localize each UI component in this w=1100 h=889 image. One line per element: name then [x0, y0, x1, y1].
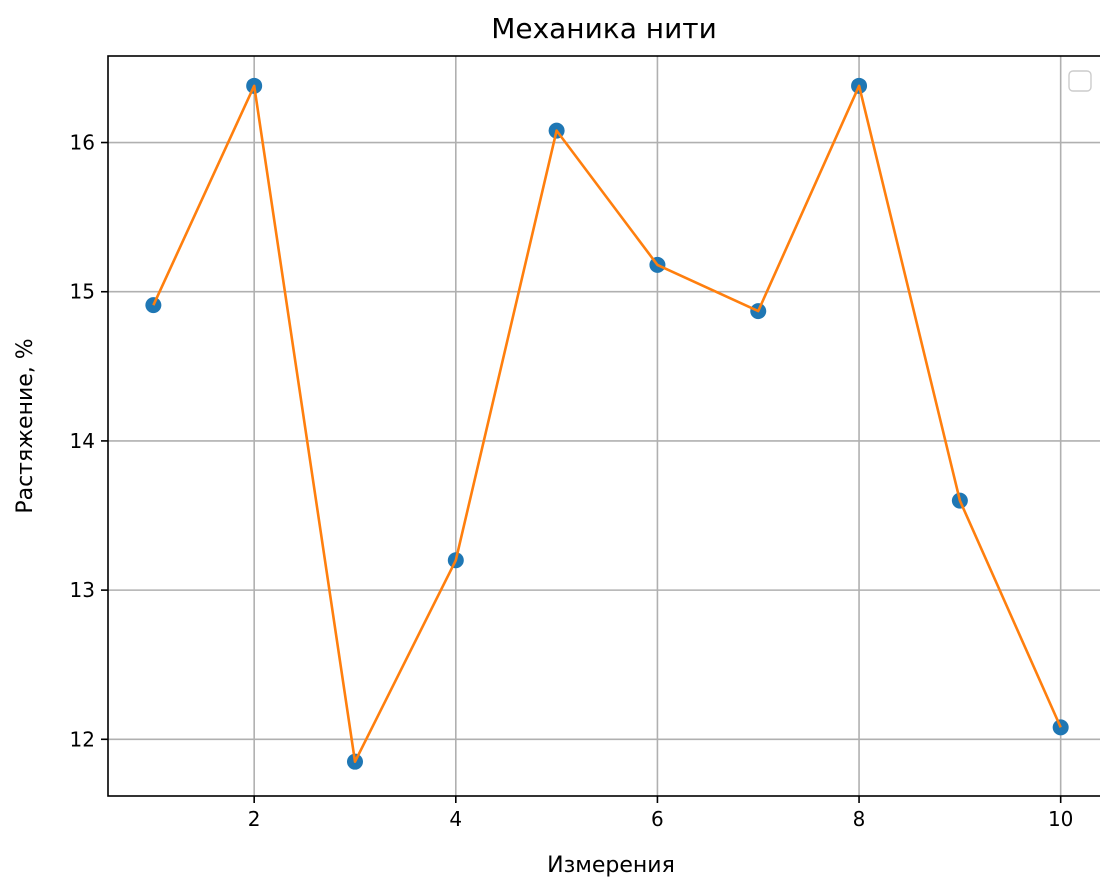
ticks: 2 4 6 8 10 12 13 14 15 16 — [70, 131, 1074, 831]
x-tick-label: 4 — [449, 807, 462, 831]
y-tick-label: 15 — [70, 280, 95, 304]
grid — [108, 56, 1100, 796]
y-tick-label: 16 — [70, 131, 95, 155]
x-tick-label: 6 — [651, 807, 664, 831]
x-axis-label: Измерения — [547, 853, 675, 878]
plot-frame — [107, 55, 1100, 797]
x-tick-label: 8 — [853, 807, 866, 831]
series-line — [152, 84, 1062, 764]
x-tick-label: 10 — [1048, 807, 1073, 831]
y-tick-label: 14 — [70, 429, 95, 453]
chart-title: Механика нити — [491, 12, 717, 45]
y-tick-label: 12 — [70, 727, 95, 751]
y-axis-label: Растяжение, % — [13, 338, 38, 513]
series-layer — [145, 77, 1069, 770]
y-tick-label: 13 — [70, 578, 95, 602]
legend-box — [1068, 70, 1092, 92]
x-tick-label: 2 — [248, 807, 261, 831]
